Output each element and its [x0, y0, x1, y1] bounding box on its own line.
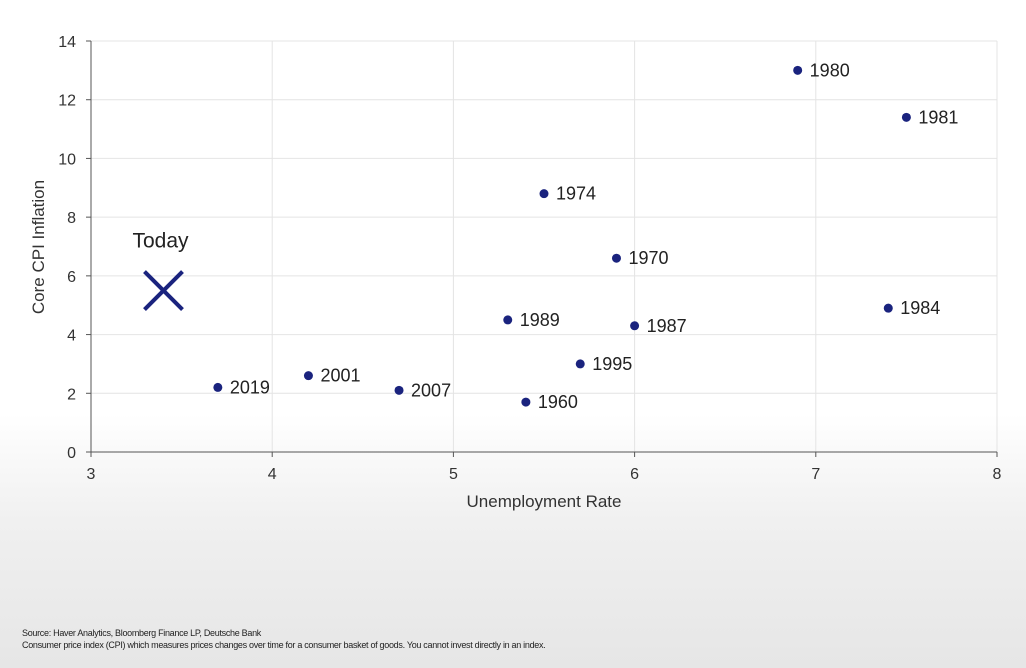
y-tick-label: 12 [58, 93, 76, 110]
point-label: 1995 [592, 354, 632, 374]
data-point-1974: 1974 [539, 184, 596, 204]
point-label: 1987 [647, 316, 687, 336]
point-label: 2007 [411, 380, 451, 400]
data-point-1987: 1987 [630, 316, 687, 336]
point-marker [303, 371, 313, 381]
point-marker [901, 112, 911, 122]
point-marker [394, 385, 404, 395]
data-point-2007: 2007 [394, 380, 451, 400]
point-marker [883, 303, 893, 313]
data-point-1960: 1960 [521, 392, 578, 412]
data-point-1970: 1970 [611, 248, 669, 268]
point-marker [575, 359, 585, 369]
y-tick-label: 2 [67, 386, 76, 403]
point-marker [503, 315, 513, 325]
x-axis-title: Unemployment Rate [467, 492, 622, 511]
point-marker [539, 189, 549, 199]
point-marker [521, 397, 531, 407]
today-x-marker-stroke [143, 270, 184, 311]
point-label: 1960 [538, 392, 578, 412]
data-point-1989: 1989 [503, 310, 560, 330]
point-label: 1980 [810, 60, 850, 80]
x-axis-ticks: 3 4 5 6 7 8 [87, 452, 1002, 483]
point-label: 1984 [900, 298, 940, 318]
point-label: 1981 [918, 107, 958, 127]
source-note: Source: Haver Analytics, Bloomberg Finan… [22, 628, 261, 638]
point-label: 1974 [556, 184, 596, 204]
x-tick-label: 7 [811, 466, 820, 483]
y-axis-title: Core CPI Inflation [29, 180, 48, 314]
data-point-2001: 2001 [303, 366, 360, 386]
y-tick-label: 0 [67, 445, 76, 462]
y-tick-label: 10 [58, 151, 76, 168]
footer: Source: Haver Analytics, Bloomberg Finan… [22, 627, 546, 651]
y-axis-ticks: 0 2 4 6 8 10 12 14 [58, 34, 91, 462]
data-point-2019: 2019 [213, 377, 270, 397]
point-label: 1970 [628, 248, 668, 268]
x-tick-label: 4 [268, 466, 277, 483]
disclaimer-note: Consumer price index (CPI) which measure… [22, 640, 546, 650]
data-point-1980: 1980 [793, 60, 850, 80]
data-point-1995: 1995 [575, 354, 632, 374]
y-tick-label: 14 [58, 34, 76, 51]
data-point-1981: 1981 [901, 107, 958, 127]
today-annotation: Today [132, 230, 189, 311]
scatter-chart: 3 4 5 6 7 8 0 2 4 6 8 10 12 14 Unemployment Rate Cor… [29, 34, 1002, 511]
y-tick-label: 4 [67, 328, 76, 345]
x-tick-label: 3 [87, 466, 96, 483]
data-point-1984: 1984 [883, 298, 940, 318]
point-marker [611, 253, 621, 263]
point-marker [630, 321, 640, 331]
x-tick-label: 6 [630, 466, 639, 483]
point-label: 1989 [520, 310, 560, 330]
y-tick-label: 6 [67, 269, 76, 286]
point-marker [793, 65, 803, 75]
y-tick-label: 8 [67, 210, 76, 227]
point-label: 2019 [230, 377, 270, 397]
x-tick-label: 8 [993, 466, 1002, 483]
grid [91, 40, 998, 452]
point-label: 2001 [320, 366, 360, 386]
x-tick-label: 5 [449, 466, 458, 483]
point-marker [213, 382, 223, 392]
today-label: Today [132, 230, 189, 253]
data-points: 1980 1981 1974 1970 1984 1989 1987 1995 2001 2019… [213, 60, 958, 412]
axes [90, 41, 997, 453]
